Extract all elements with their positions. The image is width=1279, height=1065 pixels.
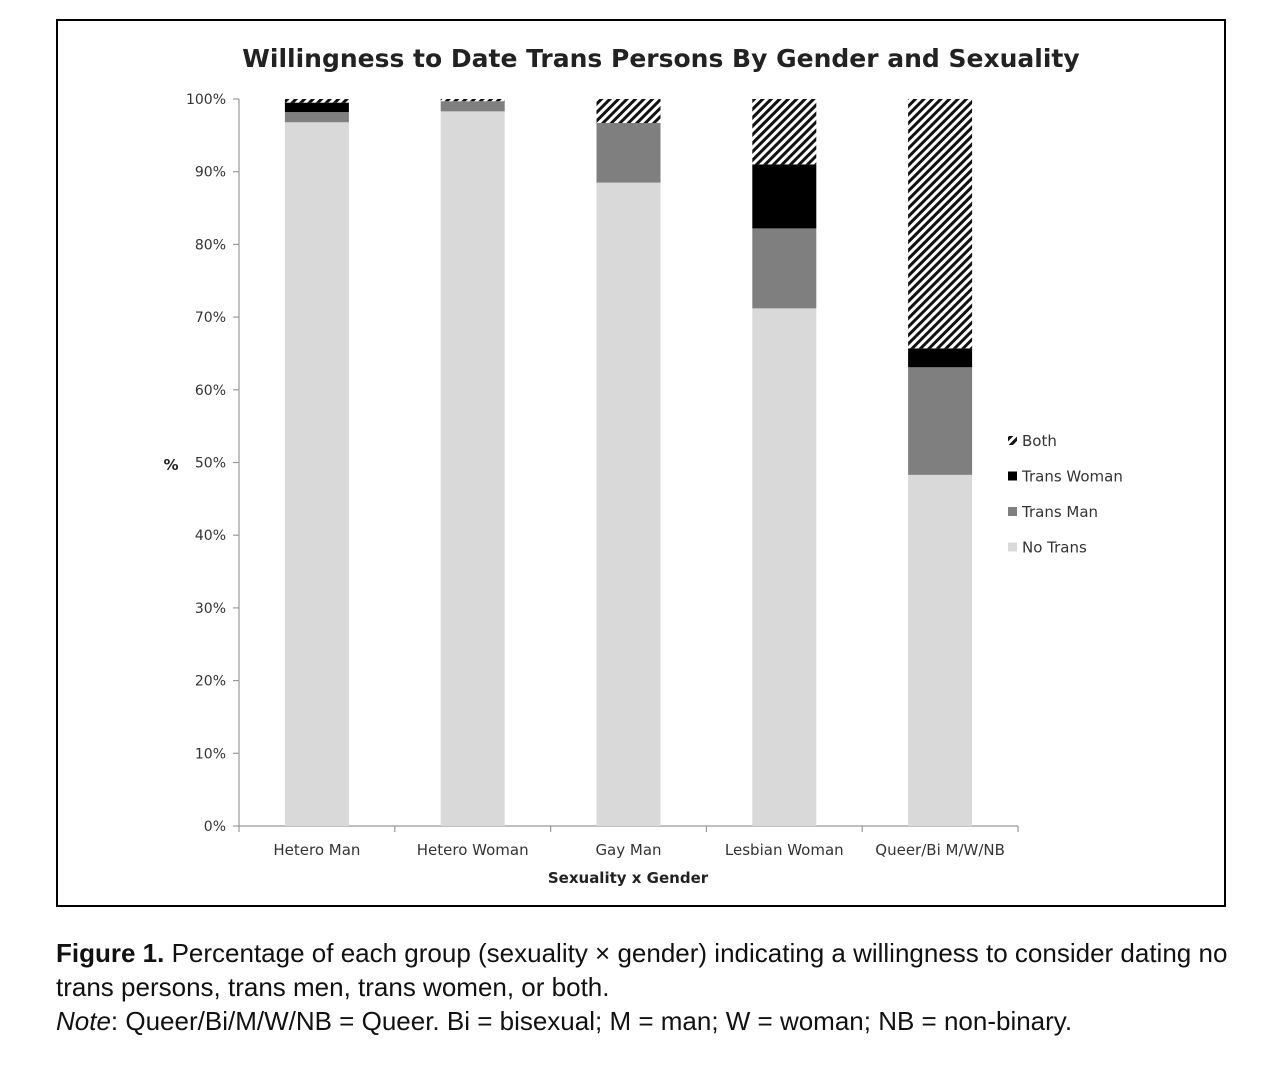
bar-segment-both xyxy=(284,99,349,103)
figure-caption: Figure 1. Percentage of each group (sexu… xyxy=(56,936,1246,1038)
bar-segment-trans-woman xyxy=(908,348,973,368)
x-tick-label: Queer/Bi M/W/NB xyxy=(875,841,1005,859)
legend-label: No Trans xyxy=(1022,539,1087,557)
legend-label: Trans Woman xyxy=(1021,468,1123,486)
stacked-bar-chart: Willingness to Date Trans Persons By Gen… xyxy=(163,44,1123,887)
bar-segment-no-trans xyxy=(752,308,817,827)
x-tick-label: Gay Man xyxy=(595,841,661,859)
y-tick-label: 0% xyxy=(204,819,226,835)
bar-segment-no-trans xyxy=(284,122,349,827)
legend-label: Both xyxy=(1022,432,1057,450)
y-tick-label: 60% xyxy=(195,383,226,399)
caption-text: Percentage of each group (sexuality × ge… xyxy=(56,938,1228,1002)
legend-label: Trans Man xyxy=(1021,503,1098,521)
figure-label: Figure 1. xyxy=(56,938,165,968)
legend-swatch xyxy=(1008,507,1017,516)
y-tick-label: 90% xyxy=(195,165,226,181)
bar-segment-trans-man xyxy=(596,122,661,183)
x-tick-label: Hetero Woman xyxy=(417,841,529,859)
bar-segment-no-trans xyxy=(596,182,661,827)
y-tick-label: 10% xyxy=(195,746,226,762)
bar-segment-both xyxy=(596,99,661,123)
legend: Both Trans Woman Trans Man No Trans xyxy=(1008,432,1123,557)
legend-swatch xyxy=(1008,542,1017,552)
bar-segment-trans-woman xyxy=(752,164,817,229)
bar-segment-trans-man xyxy=(752,228,817,309)
y-tick-label: 80% xyxy=(195,237,226,253)
bar-segment-no-trans xyxy=(908,474,973,826)
x-tick-label: Lesbian Woman xyxy=(725,841,844,859)
y-tick-label: 50% xyxy=(195,456,226,472)
bar-segment-no-trans xyxy=(440,111,505,826)
y-tick-label: 100% xyxy=(186,92,226,108)
bar-segment-trans-man xyxy=(284,112,349,123)
legend-swatch xyxy=(1008,471,1017,481)
x-axis-label: Sexuality x Gender xyxy=(548,869,709,887)
bar-segment-trans-man xyxy=(440,101,505,112)
chart-title: Willingness to Date Trans Persons By Gen… xyxy=(242,44,1079,73)
y-axis-label: % xyxy=(163,456,178,474)
bar-segment-both xyxy=(752,99,817,165)
chart-frame: Willingness to Date Trans Persons By Gen… xyxy=(56,19,1226,907)
x-tick-label: Hetero Man xyxy=(273,841,360,859)
bar-segment-both xyxy=(440,99,505,102)
axes: 0% 10% 20% 30% 40% 50% 60% 70% 80% 90% 100% Hetero … xyxy=(186,92,1019,859)
bar-segment-both xyxy=(908,99,973,349)
bars xyxy=(284,99,973,827)
bar-segment-trans-man xyxy=(908,367,973,475)
bar-segment-trans-woman xyxy=(284,102,349,113)
y-tick-label: 40% xyxy=(195,528,226,544)
y-tick-label: 70% xyxy=(195,310,226,326)
y-tick-label: 30% xyxy=(195,601,226,617)
y-tick-label: 20% xyxy=(195,674,226,690)
note-label: Note xyxy=(56,1006,111,1036)
note-text: : Queer/Bi/M/W/NB = Queer. Bi = bisexual… xyxy=(110,1006,1073,1036)
legend-swatch xyxy=(1008,436,1017,445)
